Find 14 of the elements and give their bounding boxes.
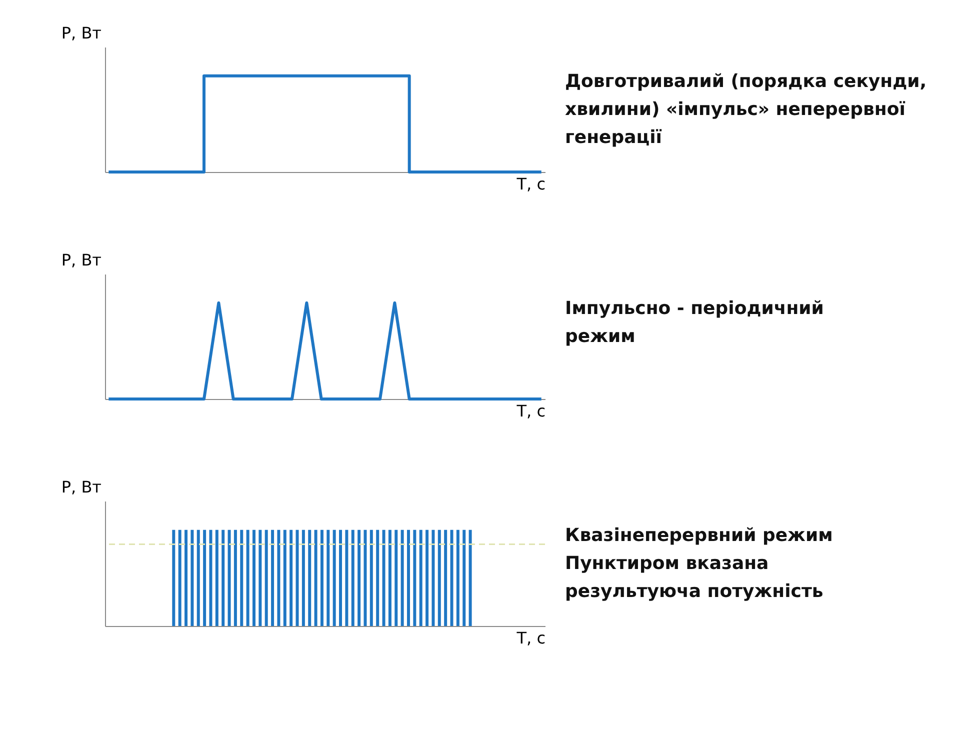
text: результуюча потужність <box>565 581 824 602</box>
x-axis-title: T, с <box>516 628 546 648</box>
text: режим <box>565 326 636 347</box>
y-axis-title: P, Вт <box>61 478 102 496</box>
text: Квазінеперервний режим <box>565 525 833 546</box>
y-axis-title: P, Вт <box>61 24 102 42</box>
y-axis-title: P, Вт <box>61 250 102 270</box>
x-axis-title: T, с <box>516 174 546 194</box>
text: Довготривалий (порядка секунди, <box>565 71 927 92</box>
x-axis-title: T, с <box>516 402 546 420</box>
text: Імпульсно - періодичний <box>565 298 824 319</box>
text: Пунктиром вказана <box>565 553 769 574</box>
text: хвилини) «імпульс» неперервної <box>565 99 906 120</box>
text: генерації <box>565 127 662 148</box>
